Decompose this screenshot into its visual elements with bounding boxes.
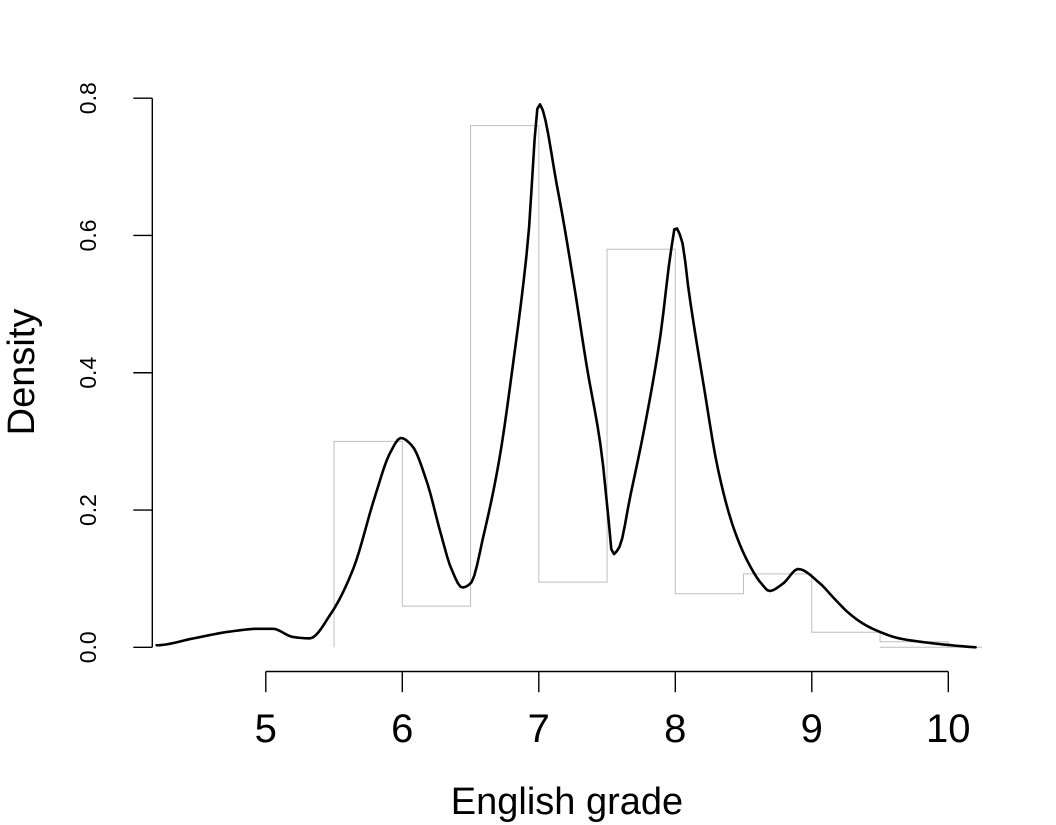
svg-text:0.6: 0.6 bbox=[75, 219, 101, 251]
svg-text:0.2: 0.2 bbox=[75, 494, 101, 526]
svg-text:0.4: 0.4 bbox=[75, 357, 101, 389]
svg-text:0.8: 0.8 bbox=[75, 82, 101, 114]
svg-text:9: 9 bbox=[801, 707, 823, 751]
svg-text:10: 10 bbox=[926, 707, 971, 751]
svg-text:6: 6 bbox=[391, 707, 413, 751]
svg-text:English grade: English grade bbox=[451, 781, 683, 823]
svg-text:8: 8 bbox=[664, 707, 686, 751]
svg-text:5: 5 bbox=[255, 707, 277, 751]
svg-text:0.0: 0.0 bbox=[75, 631, 101, 663]
svg-text:Density: Density bbox=[1, 309, 43, 436]
svg-text:7: 7 bbox=[528, 707, 550, 751]
